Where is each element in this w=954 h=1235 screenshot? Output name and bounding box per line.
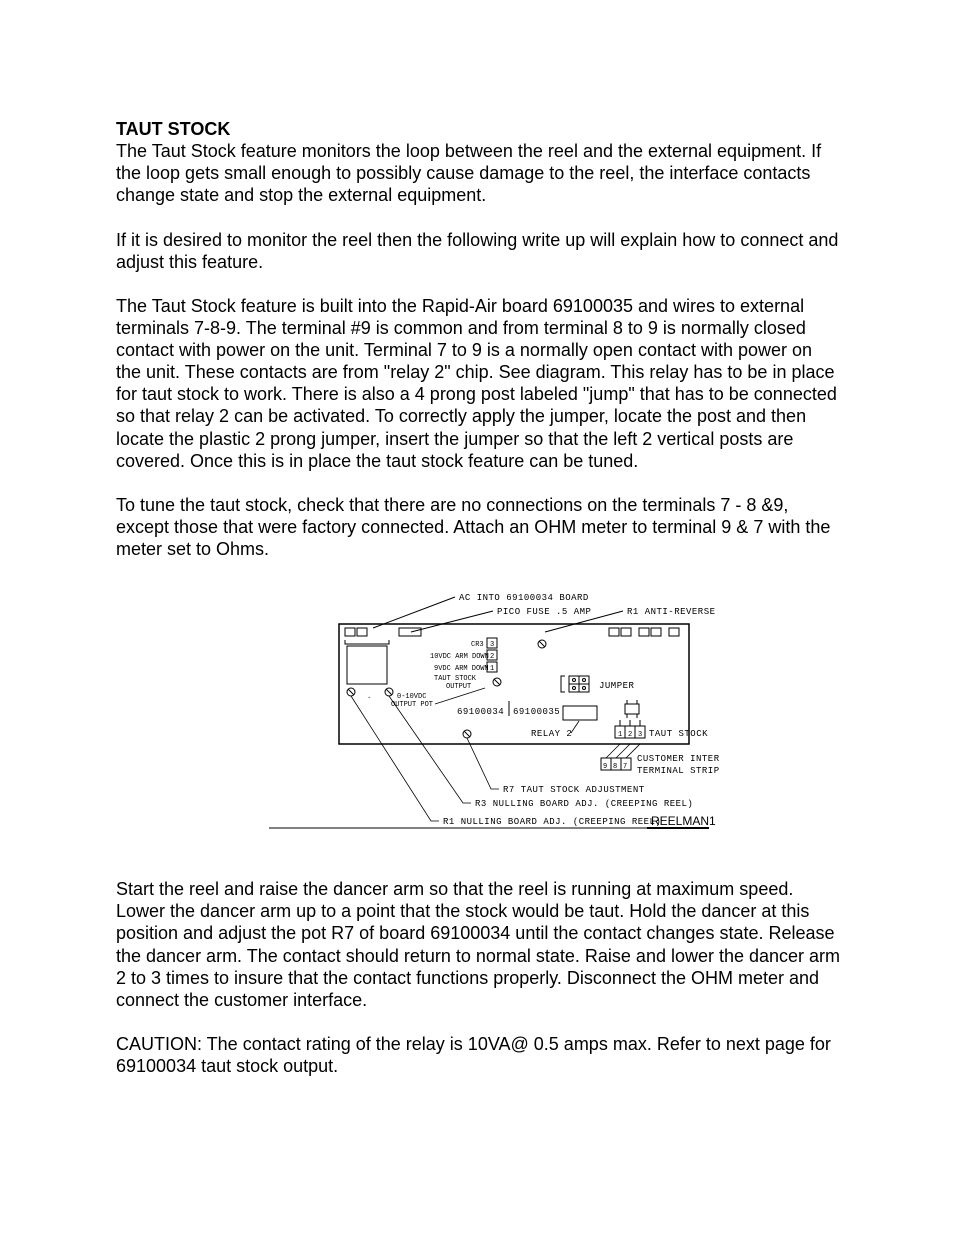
label-cust-int: CUSTOMER INTERFACE: [637, 754, 719, 764]
paragraph-5: Start the reel and raise the dancer arm …: [116, 878, 842, 1011]
paragraph-6: CAUTION: The contact rating of the relay…: [116, 1033, 842, 1077]
label-10vdc: 10VDC ARM DOWN: [430, 653, 489, 661]
label-term-strip: TERMINAL STRIP: [637, 766, 719, 776]
label-board-left: 69100034: [457, 707, 504, 717]
label-r1-anti: R1 ANTI-REVERSE ADJUSTMENT: [627, 607, 719, 617]
label-taut-output-2: OUTPUT: [446, 683, 471, 691]
label-n3: 3: [490, 641, 494, 649]
section-intro: TAUT STOCK The Taut Stock feature monito…: [116, 118, 842, 207]
ts1: 1: [618, 731, 622, 739]
diagram-svg: AC INTO 69100034 BOARD PICO FUSE .5 AMP …: [239, 588, 719, 838]
label-relay2: RELAY 2: [531, 729, 572, 739]
ts3: 3: [638, 731, 642, 739]
label-taut-output-1: TAUT STOCK: [434, 675, 477, 683]
label-ac-into: AC INTO 69100034 BOARD: [459, 593, 589, 603]
section-heading: TAUT STOCK: [116, 119, 230, 139]
board-diagram: AC INTO 69100034 BOARD PICO FUSE .5 AMP …: [116, 588, 842, 838]
label-cr3: CR3: [471, 641, 484, 649]
label-r3: R3 NULLING BOARD ADJ. (CREEPING REEL): [475, 799, 693, 809]
label-taut-stock: TAUT STOCK: [649, 729, 708, 739]
label-jumper: JUMPER: [599, 681, 635, 691]
ci8: 8: [613, 763, 617, 771]
label-pico-fuse: PICO FUSE .5 AMP: [497, 607, 591, 617]
document-page: TAUT STOCK The Taut Stock feature monito…: [0, 0, 954, 1235]
label-9vdc: 9VDC ARM DOWN: [434, 665, 489, 673]
label-reelman: REELMAN1: [651, 814, 716, 828]
dot: .: [367, 693, 371, 701]
ts2: 2: [628, 731, 632, 739]
label-board-right: 69100035: [513, 707, 560, 717]
paragraph-2: If it is desired to monitor the reel the…: [116, 229, 842, 273]
label-r1: R1 NULLING BOARD ADJ. (CREEPING REEL): [443, 817, 661, 827]
label-0-10vdc-1: 0-10VDC: [397, 693, 426, 701]
paragraph-1: The Taut Stock feature monitors the loop…: [116, 141, 821, 205]
label-n2: 2: [490, 653, 494, 661]
label-n1: 1: [490, 665, 494, 673]
paragraph-3: The Taut Stock feature is built into the…: [116, 295, 842, 472]
ci9: 9: [603, 763, 607, 771]
paragraph-4: To tune the taut stock, check that there…: [116, 494, 842, 560]
label-r7: R7 TAUT STOCK ADJUSTMENT: [503, 785, 645, 795]
ci7: 7: [623, 763, 627, 771]
